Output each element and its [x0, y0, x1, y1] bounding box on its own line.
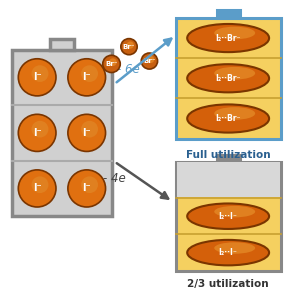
Bar	[217, 154, 240, 161]
Text: Br⁻: Br⁻	[105, 61, 118, 67]
Ellipse shape	[214, 107, 255, 120]
Text: I⁻: I⁻	[82, 128, 91, 138]
Circle shape	[31, 176, 48, 193]
Circle shape	[103, 55, 120, 72]
Ellipse shape	[214, 67, 255, 79]
Circle shape	[18, 170, 56, 207]
Text: 2/3 utilization: 2/3 utilization	[187, 279, 269, 289]
Bar	[12, 50, 112, 216]
Circle shape	[31, 121, 48, 138]
Text: I⁻: I⁻	[33, 72, 41, 82]
Ellipse shape	[187, 105, 269, 133]
Text: I₂··I⁻: I₂··I⁻	[219, 248, 238, 257]
Text: I⁻: I⁻	[82, 183, 91, 193]
Text: I⁻: I⁻	[33, 183, 41, 193]
Text: Br⁻: Br⁻	[143, 58, 156, 64]
Circle shape	[18, 59, 56, 96]
Circle shape	[68, 114, 105, 152]
Circle shape	[31, 65, 48, 82]
Text: Br⁻: Br⁻	[123, 44, 135, 50]
Circle shape	[141, 53, 158, 69]
Text: I⁻: I⁻	[33, 128, 41, 138]
Text: I₂··Br⁻: I₂··Br⁻	[215, 74, 241, 83]
Circle shape	[127, 41, 134, 49]
Circle shape	[81, 121, 98, 138]
Circle shape	[68, 170, 105, 207]
Text: I₂··Br⁻: I₂··Br⁻	[215, 114, 241, 123]
Bar	[177, 162, 280, 197]
Text: I⁻: I⁻	[82, 72, 91, 82]
Circle shape	[81, 65, 98, 82]
Text: - 4e: - 4e	[103, 172, 125, 185]
Ellipse shape	[187, 24, 269, 52]
Circle shape	[121, 39, 137, 55]
Bar	[50, 39, 74, 50]
Circle shape	[68, 59, 105, 96]
Ellipse shape	[187, 204, 269, 229]
Ellipse shape	[187, 64, 269, 92]
Text: I₂··I⁻: I₂··I⁻	[219, 212, 238, 221]
Text: I₂··Br⁻: I₂··Br⁻	[215, 34, 241, 43]
Ellipse shape	[214, 27, 255, 39]
Bar	[176, 161, 281, 271]
Bar	[176, 18, 281, 139]
Ellipse shape	[214, 206, 255, 217]
Circle shape	[147, 56, 154, 63]
Circle shape	[18, 114, 56, 152]
Ellipse shape	[214, 242, 255, 254]
Ellipse shape	[187, 240, 269, 265]
Text: Full utilization: Full utilization	[186, 150, 270, 160]
Text: - 6e: - 6e	[117, 63, 140, 76]
Circle shape	[109, 58, 117, 66]
Circle shape	[81, 176, 98, 193]
Bar	[217, 10, 240, 18]
